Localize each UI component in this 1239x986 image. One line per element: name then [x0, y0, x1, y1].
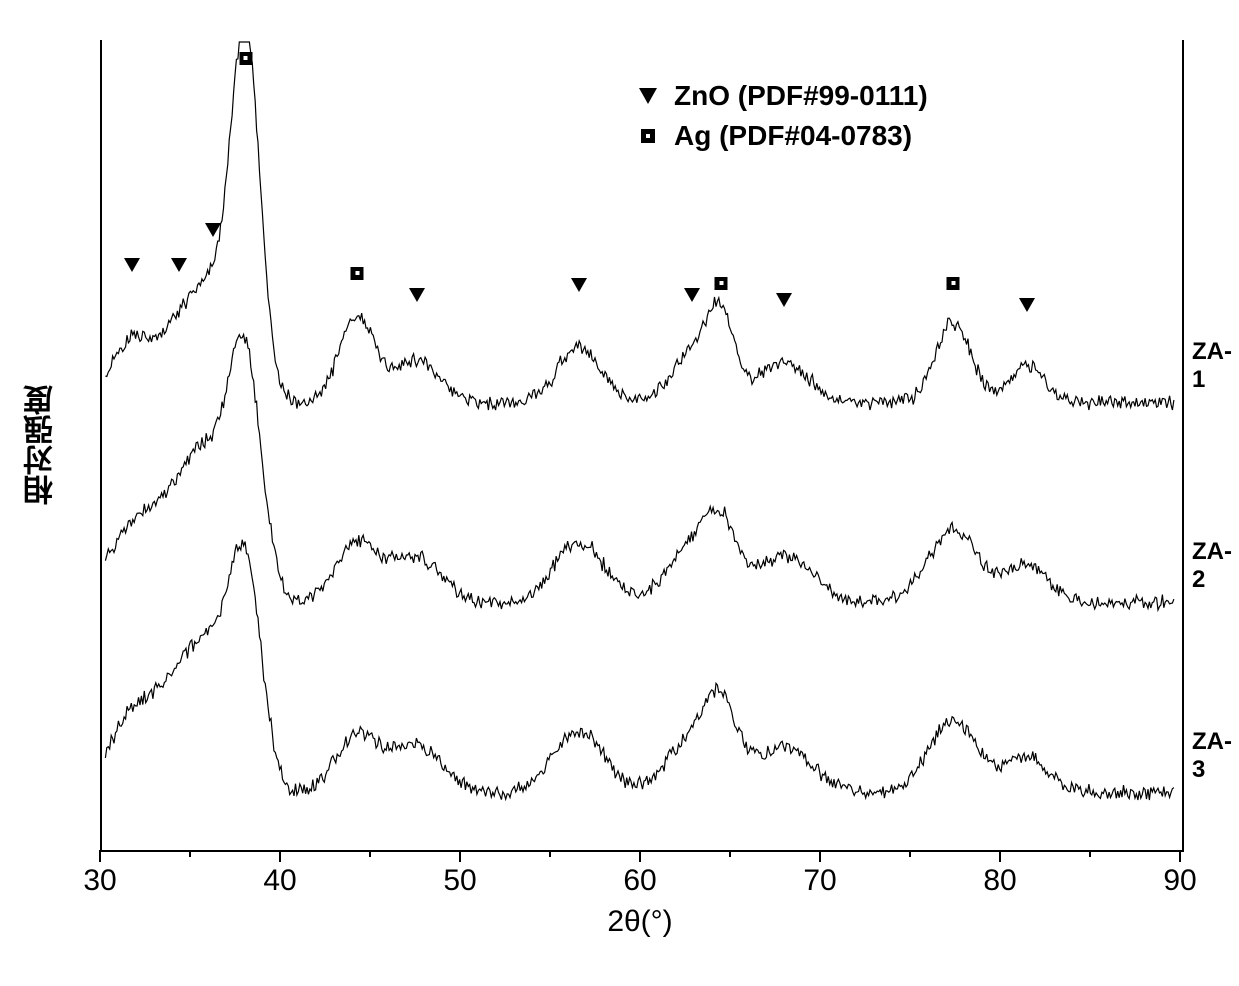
triangle-down-icon — [124, 272, 140, 290]
x-tick-label: 90 — [1163, 864, 1196, 898]
triangle-down-icon — [684, 302, 700, 320]
x-tick-minor — [909, 850, 911, 857]
x-tick-major — [459, 850, 461, 862]
x-tick-minor — [369, 850, 371, 857]
x-tick-major — [1179, 850, 1181, 862]
series-label: ZA-2 — [1192, 538, 1239, 594]
xrd-chart: 相对强度 2θ(°) ZnO (PDF#99-0111) Ag (PDF#04-… — [0, 0, 1239, 986]
triangle-down-icon — [640, 88, 656, 104]
square-dot-icon — [640, 128, 656, 144]
x-tick-minor — [549, 850, 551, 857]
triangle-down-icon — [171, 272, 187, 290]
x-tick-label: 40 — [263, 864, 296, 898]
legend-item-ag: Ag (PDF#04-0783) — [640, 120, 928, 152]
x-tick-major — [279, 850, 281, 862]
square-dot-icon — [715, 272, 728, 290]
x-tick-major — [999, 850, 1001, 862]
x-tick-minor — [729, 850, 731, 857]
x-tick-major — [639, 850, 641, 862]
x-tick-label: 50 — [443, 864, 476, 898]
series-label: ZA-3 — [1192, 728, 1239, 784]
legend: ZnO (PDF#99-0111) Ag (PDF#04-0783) — [640, 80, 928, 152]
legend-label: Ag (PDF#04-0783) — [674, 120, 912, 152]
x-tick-minor — [1089, 850, 1091, 857]
x-tick-major — [99, 850, 101, 862]
square-dot-icon — [947, 272, 960, 290]
x-tick-label: 80 — [983, 864, 1016, 898]
y-axis-label: 相对强度 — [20, 355, 64, 535]
legend-item-zno: ZnO (PDF#99-0111) — [640, 80, 928, 112]
triangle-down-icon — [571, 292, 587, 310]
triangle-down-icon — [776, 307, 792, 325]
xrd-trace — [105, 540, 1174, 800]
x-axis-label: 2θ(°) — [580, 905, 700, 939]
triangle-down-icon — [1019, 312, 1035, 330]
x-tick-label: 70 — [803, 864, 836, 898]
series-label: ZA-1 — [1192, 338, 1239, 394]
x-tick-major — [819, 850, 821, 862]
legend-label: ZnO (PDF#99-0111) — [674, 80, 928, 112]
triangle-down-icon — [205, 237, 221, 255]
x-tick-label: 30 — [83, 864, 116, 898]
x-tick-label: 60 — [623, 864, 656, 898]
triangle-down-icon — [409, 302, 425, 320]
x-tick-minor — [189, 850, 191, 857]
square-dot-icon — [239, 47, 252, 65]
plot-svg — [0, 0, 1239, 986]
square-dot-icon — [351, 262, 364, 280]
